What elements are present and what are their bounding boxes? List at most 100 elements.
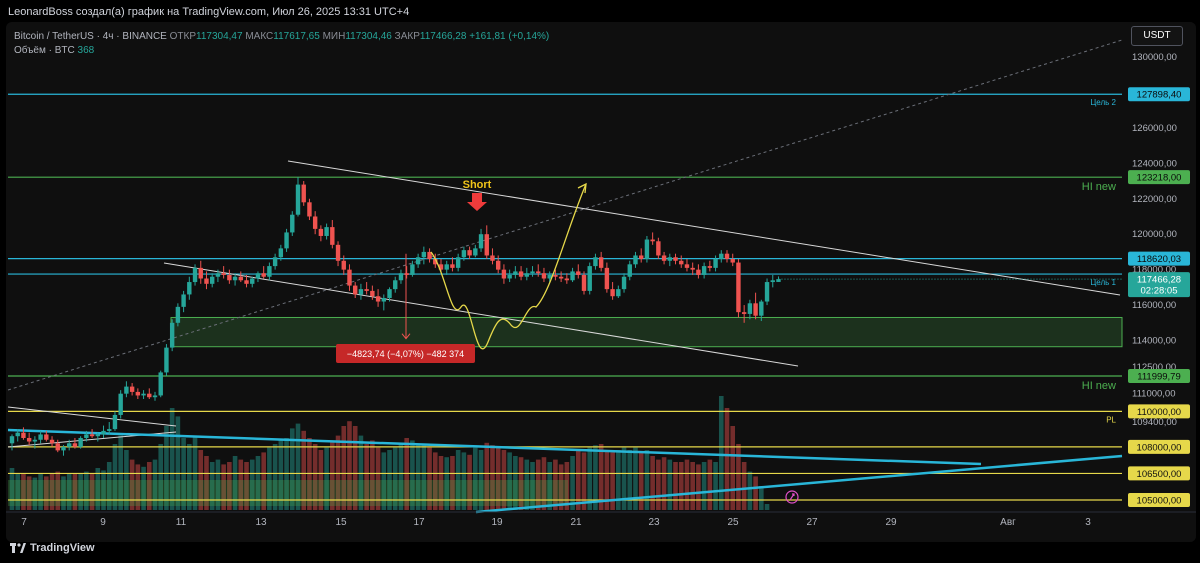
high-value: 117617,65 — [273, 31, 320, 42]
candle-body — [473, 248, 478, 256]
volume-bar — [387, 450, 392, 510]
candle-body — [541, 273, 547, 279]
volume-bar — [289, 428, 295, 510]
candle-body — [358, 289, 364, 295]
candle-body — [107, 429, 112, 431]
price-level-tag — [1128, 368, 1190, 383]
last-price-text: 117466,28 — [1137, 275, 1181, 286]
candle-body — [604, 267, 610, 290]
measure-text: −4823,74 (−4,07%) −482 374 — [347, 349, 464, 359]
volume-bar — [330, 440, 335, 510]
volume-bar — [38, 474, 43, 510]
price-level-tag — [1128, 493, 1190, 507]
volume-bar — [473, 447, 478, 510]
candle-body — [210, 276, 215, 284]
price-level-tag-text: 118620,03 — [1137, 254, 1181, 265]
candle-body — [330, 227, 335, 245]
candle-body — [501, 269, 507, 279]
candle-body — [272, 257, 278, 267]
zones — [8, 316, 1123, 506]
price-level-note: HI new — [1082, 181, 1116, 193]
volume-bar — [753, 476, 758, 510]
candle-body — [650, 239, 655, 242]
candle-body — [118, 393, 123, 415]
candle-body — [661, 255, 667, 261]
volume-bar — [295, 423, 301, 510]
dashed-trendline — [7, 39, 1123, 391]
candles — [9, 177, 781, 456]
price-level-tag-text: 111999,79 — [1137, 371, 1181, 382]
volume-bar — [621, 447, 627, 510]
volume-bar — [21, 474, 26, 510]
candle-body — [450, 264, 455, 268]
candle-body — [656, 241, 661, 256]
volume-bar — [541, 457, 547, 510]
footer-brand-text: TradingView — [30, 542, 95, 554]
price-level-tag-text: 106500,00 — [1137, 469, 1182, 480]
volume-label[interactable]: Объём · BTC — [14, 45, 75, 56]
volume-bar — [707, 459, 713, 510]
chart-pane[interactable]: Цель 2 HI new Цель 1 HI new PL Short −4823,74 … — [6, 22, 1196, 542]
volume-bar — [450, 456, 455, 510]
candle-body — [38, 434, 43, 440]
candle-body — [570, 271, 575, 281]
volume-bar — [495, 447, 501, 510]
candle-body — [227, 274, 232, 281]
candle-body — [312, 216, 318, 229]
close-value: 117466,28 — [419, 31, 467, 42]
annotations: Цель 2 HI new Цель 1 HI new PL Short −4823,74 … — [336, 98, 1117, 504]
low-value: 117304,46 — [345, 31, 392, 42]
volume-bar — [32, 477, 38, 510]
candle-body — [307, 202, 312, 217]
volume-bar — [478, 450, 484, 510]
candle-body — [221, 273, 226, 275]
candle-body — [621, 276, 627, 290]
candle-body — [593, 257, 598, 267]
volume-bar — [764, 504, 770, 510]
symbol-label[interactable]: Bitcoin / TetherUS · 4ч · BINANCE — [14, 31, 167, 42]
volume-bar — [667, 459, 673, 510]
candle-body — [49, 439, 55, 444]
volume-bar — [249, 459, 255, 510]
candle-body — [616, 289, 621, 297]
x-tick-label: 3 — [1085, 517, 1091, 528]
volume-bar — [318, 450, 324, 510]
y-tick-label: 109400,00 — [1132, 417, 1177, 428]
x-tick-label: Авг — [1000, 517, 1016, 528]
volume-bar — [587, 447, 593, 510]
volume-bar — [610, 452, 615, 510]
candle-body — [484, 234, 489, 256]
candle-body — [301, 184, 306, 203]
volume-bar — [72, 474, 78, 510]
low-label: МИН — [322, 31, 346, 42]
volume-bar — [718, 396, 724, 510]
volume-bar — [118, 435, 123, 510]
volume-bar — [44, 476, 49, 510]
price-level-note: HI new — [1082, 380, 1116, 392]
price-level-tag — [1128, 170, 1190, 185]
candle-body — [295, 184, 301, 215]
volume-bar — [335, 435, 341, 510]
volume-bar — [673, 462, 678, 510]
volume-bar — [84, 471, 89, 510]
candle-body — [387, 289, 392, 298]
candle-body — [124, 386, 129, 394]
footer-brand: TradingView — [10, 542, 95, 554]
alert-arrow-icon — [789, 493, 795, 501]
candle-body — [370, 290, 375, 297]
candle-body — [95, 434, 100, 437]
short-arrow-icon — [467, 193, 487, 211]
candle-body — [364, 289, 369, 291]
volume-bar — [301, 430, 307, 510]
currency-button[interactable]: USDT — [1131, 26, 1183, 46]
candle-body — [576, 271, 581, 275]
volume-bar — [187, 444, 192, 510]
candle-body — [215, 273, 221, 277]
volume-bar — [553, 459, 558, 510]
candle-body — [421, 251, 427, 258]
price-chart[interactable]: Цель 2 HI new Цель 1 HI new PL Short −4823,74 … — [6, 22, 1196, 542]
volume-bar — [95, 468, 101, 510]
candle-body — [164, 347, 169, 373]
candle-body — [55, 443, 60, 451]
